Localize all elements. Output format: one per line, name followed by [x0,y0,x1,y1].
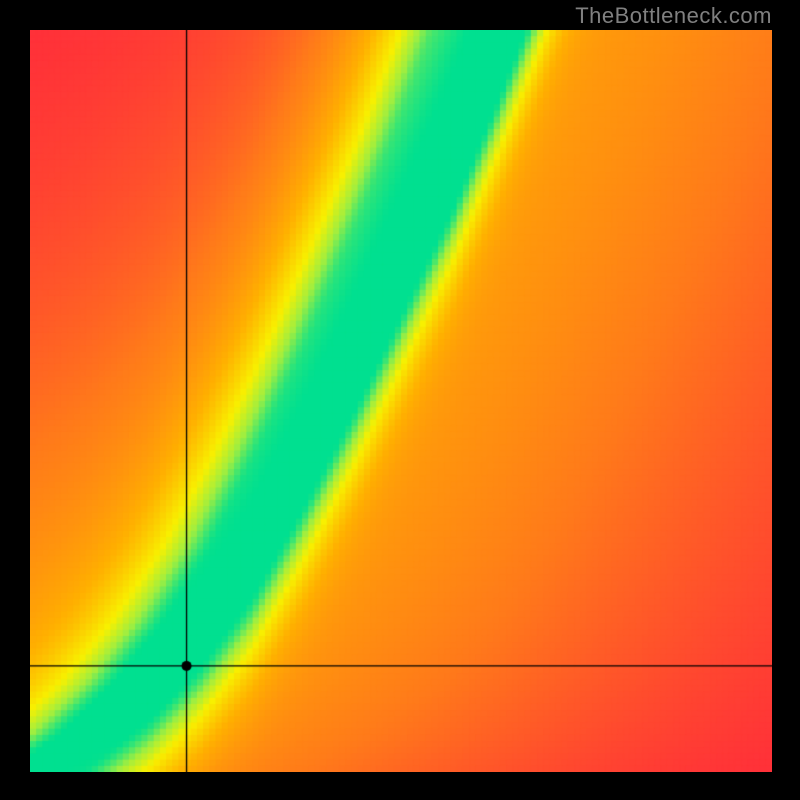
watermark-text: TheBottleneck.com [575,3,772,29]
bottleneck-heatmap [30,30,772,772]
chart-container: TheBottleneck.com [0,0,800,800]
